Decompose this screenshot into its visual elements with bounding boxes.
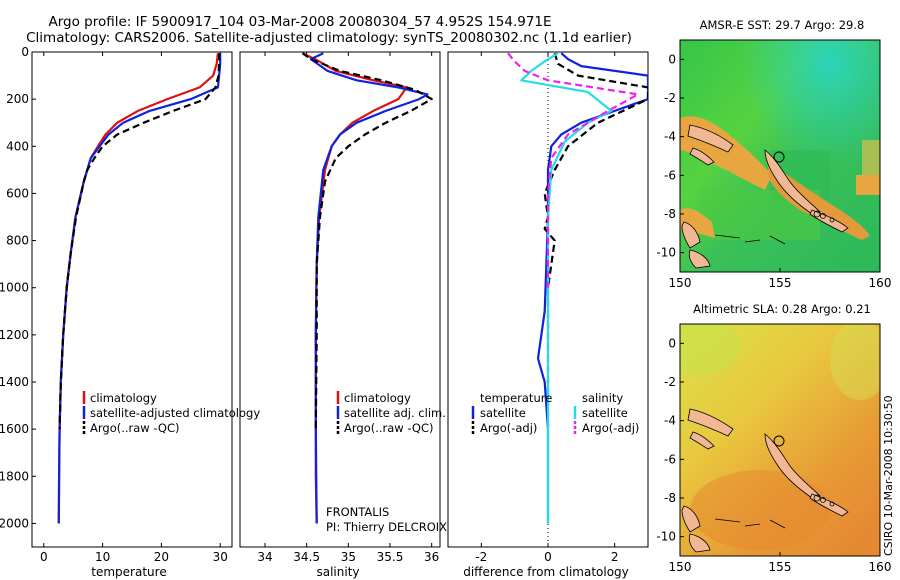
series-line-temperature-argo-adj- (543, 52, 648, 430)
figure-title-line-1: Argo profile: IF 5900917_104 03-Mar-2008… (48, 14, 551, 30)
map-y-tick-label: 0 (668, 52, 676, 66)
difference-profile-panel: -2 0 2 difference from climatology tempera… (447, 51, 649, 579)
series-line-salinity-satellite (520, 52, 613, 524)
temperature-profile-panel: 0 200 400 600 800 1000 1200 1400 1600 1800 2000 0 1… (0, 45, 260, 579)
y-tick-label: 2000 (0, 516, 29, 530)
y-tick-label: 1000 (0, 281, 29, 295)
sla-map-panel: Altimetric SLA: 0.28 Argo: 0.21 150 155 16… (656, 302, 891, 574)
map-x-tick-label: 155 (769, 276, 792, 290)
map-x-tick-label: 155 (769, 560, 792, 574)
x-tick-label: 34 (257, 550, 272, 564)
sst-map-panel: AMSR-E SST: 29.7 Argo: 29.8 150 155 160 0 -2… (656, 18, 891, 290)
x-tick-label: 0 (544, 550, 552, 564)
y-tick-label: 0 (21, 45, 29, 59)
y-tick-label: 1200 (0, 328, 29, 342)
sst-map-image (680, 40, 880, 272)
map-y-tick-label: -2 (664, 375, 676, 389)
x-tick-label: 30 (213, 550, 228, 564)
legend-label-satellite-adjusted: satellite-adjusted climatology (90, 406, 260, 420)
y-tick-label: 1400 (0, 375, 29, 389)
x-tick-label: 35 (341, 550, 356, 564)
series-line-temperature-satellite (536, 52, 648, 524)
map-y-tick-label: -6 (664, 452, 676, 466)
x-tick-label: 34.5 (293, 550, 320, 564)
x-tick-label: 36 (424, 550, 439, 564)
y-tick-label: 1800 (0, 469, 29, 483)
x-tick-label: 20 (154, 550, 169, 564)
sst-map-title: AMSR-E SST: 29.7 Argo: 29.8 (700, 18, 865, 32)
legend-label-climatology: climatology (344, 391, 411, 405)
temperature-plot-frame (31, 51, 233, 548)
x-tick-label: 10 (95, 550, 110, 564)
difference-x-axis-label: difference from climatology (463, 565, 629, 579)
map-y-tick-label: -2 (664, 91, 676, 105)
legend-label-argo: Argo(..raw -QC) (344, 421, 434, 435)
y-tick-label: 200 (6, 92, 29, 106)
y-tick-label: 800 (6, 234, 29, 248)
series-line-argo-raw-qc- (301, 52, 433, 430)
map-y-tick-label: -10 (656, 530, 676, 544)
legend-label-temp-satellite: satellite (480, 406, 526, 420)
map-x-tick-label: 150 (669, 276, 692, 290)
figure-title-line-2: Climatology: CARS2006. Satellite-adjuste… (26, 30, 632, 46)
map-x-tick-label: 160 (869, 276, 892, 290)
map-y-tick-label: -10 (656, 246, 676, 260)
credit-stamp: CSIRO 10-Mar-2008 10:30:50 (882, 395, 895, 556)
sla-map-image (680, 324, 880, 556)
map-x-tick-label: 160 (869, 560, 892, 574)
map-y-tick-label: -6 (664, 168, 676, 182)
y-tick-label: 400 (6, 139, 29, 153)
series-line-satellite-adjusted-climatology (57, 53, 222, 524)
legend-label-sal-argo: Argo(-adj) (582, 421, 639, 435)
x-tick-label: -2 (475, 550, 487, 564)
legend-label-satellite-adj: satellite adj. clim. (344, 406, 446, 420)
salinity-plot-frame (239, 51, 441, 548)
y-tick-label: 600 (6, 186, 29, 200)
argo-location-marker (773, 151, 785, 163)
series-line-salinity-argo-adj- (507, 52, 640, 288)
difference-legend: temperature satellite Argo(-adj) salinit… (471, 391, 639, 435)
salinity-legend: climatology satellite adj. clim. Argo(..… (336, 391, 446, 435)
sla-map-title: Altimetric SLA: 0.28 Argo: 0.21 (693, 302, 871, 316)
legend-heading-temperature: temperature (480, 391, 552, 405)
series-line-argo-raw-qc- (58, 53, 221, 430)
temperature-x-axis-label: temperature (91, 565, 166, 579)
legend-label-argo: Argo(..raw -QC) (90, 421, 180, 435)
temperature-legend: climatology satellite-adjusted climatolo… (82, 391, 260, 435)
legend-label-sal-satellite: satellite (582, 406, 628, 420)
map-y-tick-label: -8 (664, 207, 676, 221)
salinity-x-axis-label: salinity (316, 565, 359, 579)
y-tick-label: 1600 (0, 422, 29, 436)
legend-heading-salinity: salinity (582, 391, 623, 405)
map-y-tick-label: -8 (664, 491, 676, 505)
x-tick-label: 2 (611, 550, 619, 564)
series-line-satellite-adj-clim- (309, 52, 429, 524)
map-x-tick-label: 150 (669, 560, 692, 574)
legend-label-temp-argo: Argo(-adj) (480, 421, 537, 435)
argo-location-marker (773, 435, 785, 447)
map-y-tick-label: -4 (664, 130, 676, 144)
map-y-tick-label: 0 (668, 336, 676, 350)
salinity-profile-panel: 34 34.5 35 35.5 36 salinity climatology sate… (239, 51, 447, 579)
map-y-tick-label: -4 (664, 414, 676, 428)
legend-label-climatology: climatology (90, 391, 157, 405)
annotation-pi-name: PI: Thierry DELCROIX (326, 520, 447, 534)
annotation-frontalis: FRONTALIS (326, 505, 389, 519)
x-tick-label: 0 (40, 550, 48, 564)
series-line-climatology (57, 53, 219, 524)
x-tick-label: 35.5 (377, 550, 404, 564)
